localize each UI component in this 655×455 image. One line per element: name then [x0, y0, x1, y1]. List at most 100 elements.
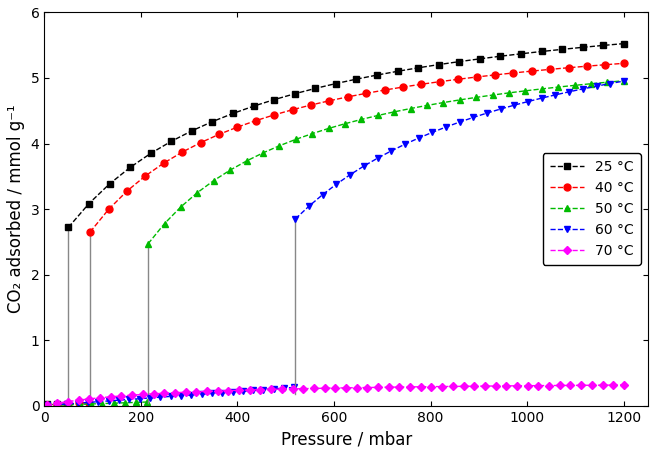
25 °C [229, 111, 237, 116]
50 °C [292, 136, 300, 142]
50 °C [226, 167, 234, 173]
60 °C [607, 81, 614, 86]
25 °C [579, 45, 587, 50]
40 °C [123, 188, 131, 194]
40 °C [252, 118, 260, 123]
40 °C [307, 102, 315, 108]
Y-axis label: CO₂ adsorbed / mmol g⁻¹: CO₂ adsorbed / mmol g⁻¹ [7, 105, 25, 313]
40 °C [620, 61, 628, 66]
25 °C [620, 41, 628, 46]
40 °C [510, 70, 517, 76]
25 °C [517, 51, 525, 56]
60 °C [333, 182, 341, 187]
50 °C [341, 121, 349, 126]
70 °C [556, 383, 564, 388]
40 °C [344, 94, 352, 100]
60 °C [552, 92, 559, 97]
Line: 60 °C: 60 °C [292, 77, 627, 222]
50 °C [275, 143, 283, 148]
25 °C [291, 91, 299, 96]
25 °C [599, 43, 607, 48]
60 °C [305, 203, 313, 209]
25 °C [311, 86, 319, 91]
25 °C [147, 151, 155, 156]
X-axis label: Pressure / mbar: Pressure / mbar [280, 430, 412, 448]
25 °C [352, 76, 360, 82]
25 °C [126, 165, 134, 170]
60 °C [387, 148, 395, 154]
50 °C [309, 131, 316, 136]
50 °C [489, 92, 496, 98]
60 °C [510, 102, 518, 108]
60 °C [579, 86, 587, 91]
60 °C [319, 192, 327, 197]
50 °C [521, 88, 529, 94]
50 °C [358, 116, 365, 122]
50 °C [472, 95, 480, 100]
60 °C [620, 78, 628, 84]
50 °C [325, 126, 333, 131]
40 °C [105, 207, 113, 212]
40 °C [141, 173, 149, 179]
60 °C [291, 216, 299, 222]
50 °C [390, 109, 398, 115]
25 °C [414, 65, 422, 71]
40 °C [436, 79, 444, 84]
40 °C [196, 140, 204, 146]
50 °C [505, 90, 513, 96]
Legend: 25 °C, 40 °C, 50 °C, 60 °C, 70 °C: 25 °C, 40 °C, 50 °C, 60 °C, 70 °C [542, 153, 641, 265]
60 °C [442, 124, 450, 130]
70 °C [107, 394, 115, 399]
40 °C [601, 62, 609, 67]
50 °C [620, 78, 628, 83]
25 °C [271, 97, 278, 102]
60 °C [496, 106, 504, 111]
25 °C [188, 128, 196, 134]
50 °C [407, 106, 415, 111]
40 °C [399, 84, 407, 90]
40 °C [233, 124, 241, 130]
50 °C [193, 190, 201, 195]
25 °C [394, 69, 402, 74]
50 °C [423, 103, 431, 108]
40 °C [565, 65, 572, 71]
50 °C [538, 86, 546, 91]
40 °C [362, 91, 370, 96]
60 °C [565, 89, 573, 95]
25 °C [373, 72, 381, 78]
50 °C [177, 204, 185, 210]
40 °C [86, 229, 94, 235]
50 °C [259, 150, 267, 156]
60 °C [538, 96, 546, 101]
50 °C [571, 83, 578, 88]
25 °C [167, 139, 175, 144]
Line: 50 °C: 50 °C [145, 77, 627, 247]
70 °C [257, 387, 265, 392]
70 °C [43, 402, 50, 408]
25 °C [250, 103, 257, 109]
Line: 70 °C: 70 °C [44, 382, 627, 408]
40 °C [546, 66, 554, 72]
40 °C [160, 160, 168, 166]
25 °C [476, 56, 484, 61]
40 °C [528, 68, 536, 74]
40 °C [289, 107, 297, 112]
25 °C [64, 225, 72, 230]
60 °C [593, 83, 601, 89]
50 °C [160, 221, 168, 226]
25 °C [105, 181, 113, 187]
40 °C [417, 81, 425, 87]
40 °C [178, 149, 186, 155]
70 °C [181, 389, 189, 395]
40 °C [271, 112, 278, 117]
50 °C [554, 84, 562, 90]
70 °C [149, 391, 157, 397]
70 °C [609, 382, 617, 388]
25 °C [85, 201, 93, 206]
50 °C [456, 97, 464, 103]
70 °C [620, 382, 628, 388]
60 °C [415, 135, 422, 141]
25 °C [496, 54, 504, 59]
60 °C [346, 172, 354, 177]
60 °C [524, 99, 532, 104]
